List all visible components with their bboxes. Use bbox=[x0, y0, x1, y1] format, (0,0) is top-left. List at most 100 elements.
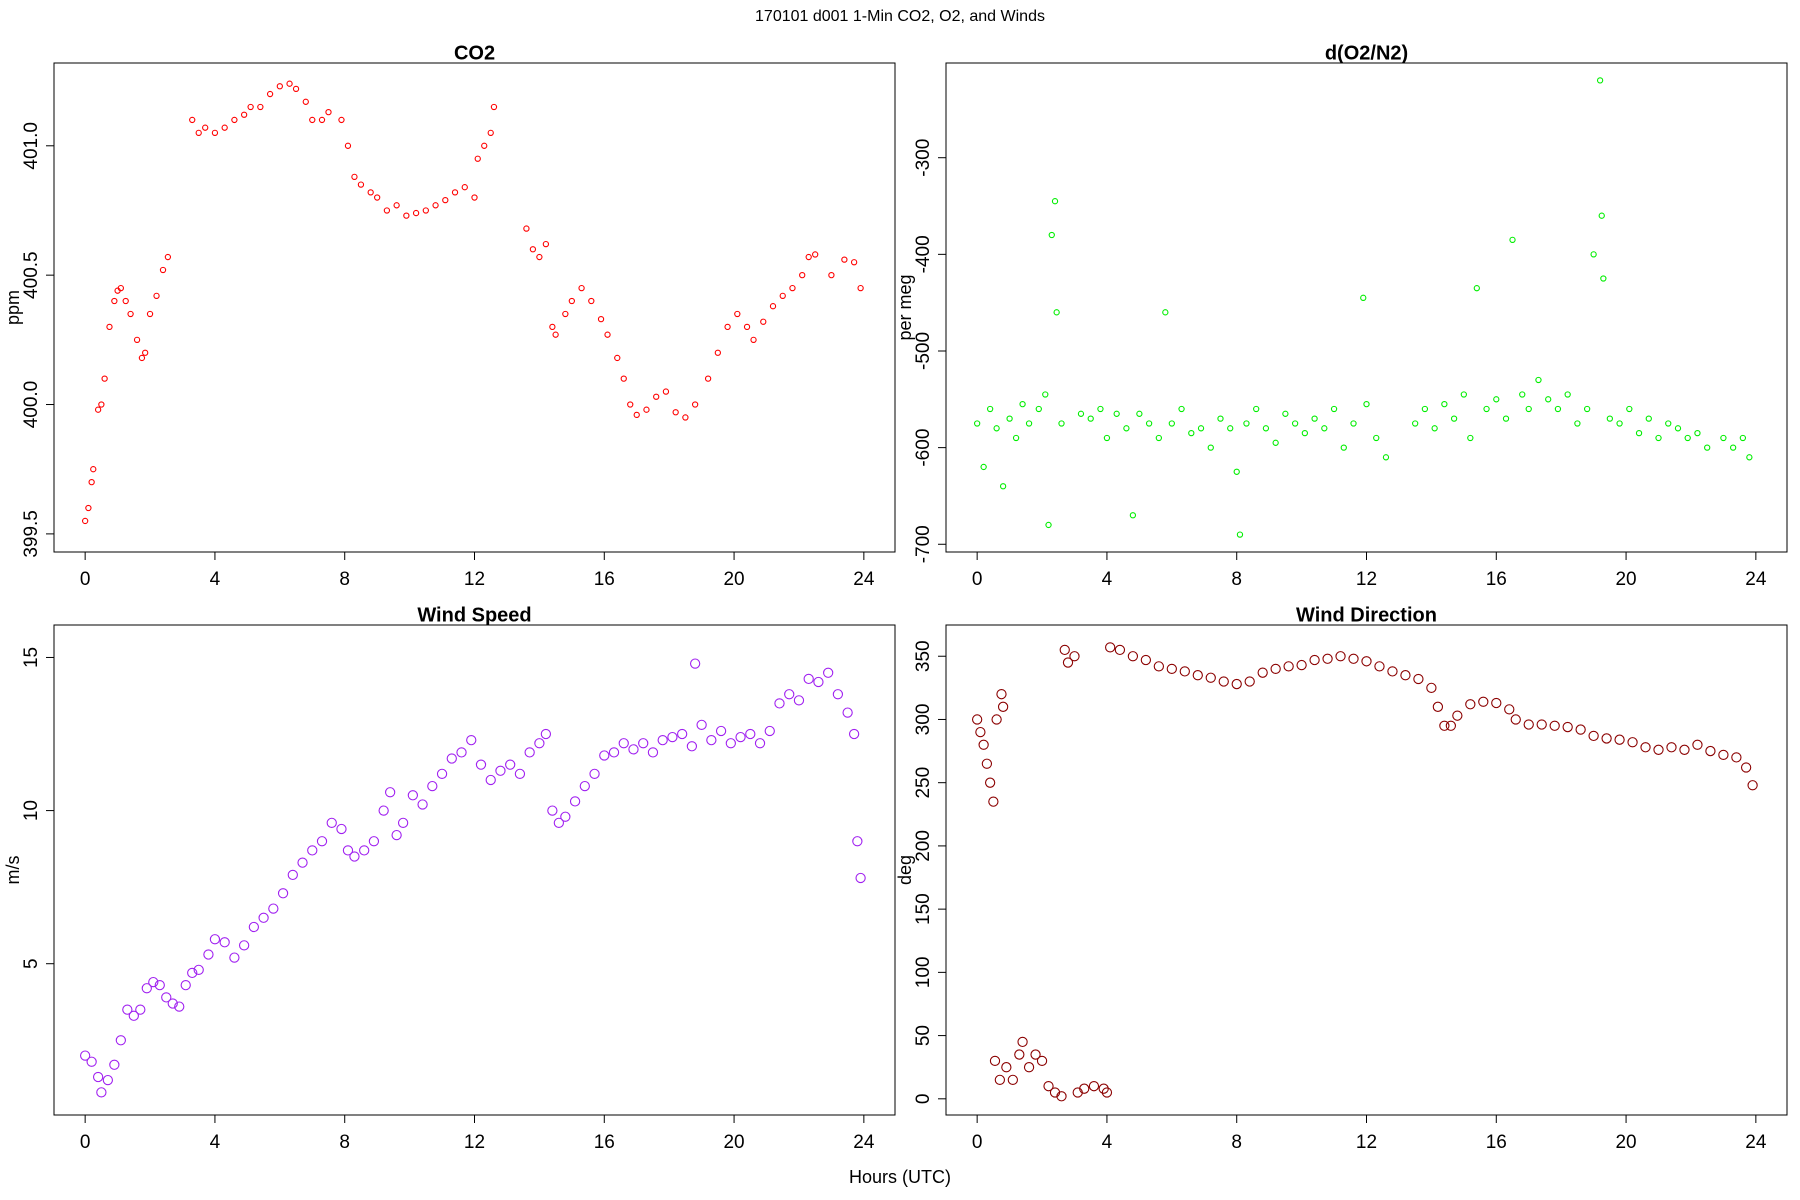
data-point bbox=[1616, 420, 1623, 427]
data-point bbox=[1666, 742, 1677, 753]
data-point bbox=[1197, 425, 1205, 432]
x-tick-label: 0 bbox=[972, 1132, 983, 1153]
data-point bbox=[1062, 657, 1074, 668]
data-point bbox=[1114, 644, 1126, 656]
data-point bbox=[1014, 1049, 1025, 1060]
data-point bbox=[248, 921, 260, 933]
data-point bbox=[1441, 400, 1448, 408]
data-point bbox=[1162, 309, 1169, 316]
data-point bbox=[1042, 391, 1049, 398]
data-point bbox=[627, 401, 634, 408]
data-point bbox=[487, 129, 494, 137]
data-point bbox=[1136, 410, 1143, 417]
data-point bbox=[159, 266, 167, 274]
data-point bbox=[485, 774, 496, 786]
data-point bbox=[1432, 701, 1444, 712]
x-tick-label: 16 bbox=[1486, 569, 1507, 590]
data-point bbox=[638, 738, 649, 749]
data-point bbox=[984, 777, 996, 788]
data-point bbox=[1412, 420, 1419, 427]
data-point bbox=[529, 246, 537, 253]
data-point bbox=[784, 689, 795, 700]
data-point bbox=[342, 845, 354, 856]
data-point bbox=[604, 331, 611, 338]
data-point bbox=[1077, 410, 1085, 417]
data-point bbox=[96, 1087, 107, 1098]
data-point bbox=[578, 284, 585, 292]
data-point bbox=[542, 240, 550, 248]
data-point bbox=[187, 967, 198, 979]
data-point bbox=[689, 658, 701, 669]
y-tick-label: 200 bbox=[913, 830, 934, 862]
data-point bbox=[338, 116, 345, 124]
data-point bbox=[1360, 294, 1367, 301]
data-point bbox=[1253, 405, 1260, 413]
data-point bbox=[714, 349, 721, 356]
data-point bbox=[1450, 415, 1458, 422]
data-point bbox=[1626, 405, 1633, 413]
data-point bbox=[552, 331, 559, 338]
data-point bbox=[1590, 251, 1597, 258]
data-point bbox=[287, 869, 298, 881]
data-point bbox=[1192, 670, 1203, 681]
plot-frame bbox=[53, 624, 896, 1116]
data-point bbox=[842, 707, 853, 718]
data-point bbox=[1493, 396, 1500, 403]
data-point bbox=[1491, 697, 1502, 709]
data-point bbox=[344, 142, 352, 149]
data-point bbox=[1059, 644, 1070, 656]
data-point bbox=[297, 857, 308, 868]
data-point bbox=[608, 747, 620, 758]
data-point bbox=[1535, 376, 1542, 384]
data-point bbox=[102, 1074, 114, 1086]
x-tick-label: 16 bbox=[594, 1132, 615, 1153]
data-point bbox=[1058, 420, 1065, 427]
data-point bbox=[647, 747, 659, 758]
data-point bbox=[553, 817, 565, 828]
data-point bbox=[161, 992, 172, 1003]
data-point bbox=[1233, 468, 1240, 475]
y-tick-label: 400.5 bbox=[21, 251, 42, 299]
data-point bbox=[1321, 425, 1328, 432]
y-axis-label: deg bbox=[895, 855, 915, 885]
data-point bbox=[1525, 405, 1532, 413]
y-tick-label: 350 bbox=[913, 640, 934, 672]
data-point bbox=[760, 318, 767, 325]
data-point bbox=[1564, 391, 1571, 398]
data-point bbox=[203, 949, 214, 960]
data-point bbox=[1720, 434, 1727, 442]
data-point bbox=[657, 735, 668, 746]
x-tick-label: 20 bbox=[1615, 569, 1636, 590]
data-point bbox=[153, 292, 160, 300]
data-point bbox=[743, 323, 751, 331]
data-point bbox=[326, 817, 337, 828]
y-tick-label: -500 bbox=[913, 332, 934, 370]
y-tick-label: -600 bbox=[913, 429, 934, 467]
data-point bbox=[1674, 425, 1682, 432]
data-point bbox=[357, 181, 365, 188]
data-point bbox=[1400, 670, 1411, 681]
x-tick-label: 4 bbox=[210, 1132, 221, 1153]
data-point bbox=[1322, 653, 1333, 664]
data-point bbox=[1056, 1091, 1067, 1102]
data-point bbox=[597, 315, 605, 323]
data-point bbox=[523, 225, 530, 232]
data-point bbox=[154, 980, 165, 991]
data-point bbox=[514, 768, 526, 779]
data-point bbox=[94, 406, 102, 413]
panel-title: Wind Speed bbox=[417, 604, 531, 626]
data-point bbox=[848, 728, 860, 740]
data-point bbox=[1575, 724, 1586, 735]
x-tick-label: 16 bbox=[594, 569, 615, 590]
data-point bbox=[1348, 653, 1359, 664]
data-point bbox=[1374, 661, 1385, 672]
panel-title: Wind Direction bbox=[1296, 604, 1437, 626]
data-point bbox=[1460, 391, 1467, 398]
data-point bbox=[841, 256, 848, 263]
data-point bbox=[474, 155, 481, 162]
data-point bbox=[850, 259, 858, 266]
data-point bbox=[122, 1004, 133, 1015]
data-point bbox=[495, 765, 506, 776]
x-tick-label: 12 bbox=[1356, 1132, 1377, 1153]
data-point bbox=[1704, 444, 1711, 451]
